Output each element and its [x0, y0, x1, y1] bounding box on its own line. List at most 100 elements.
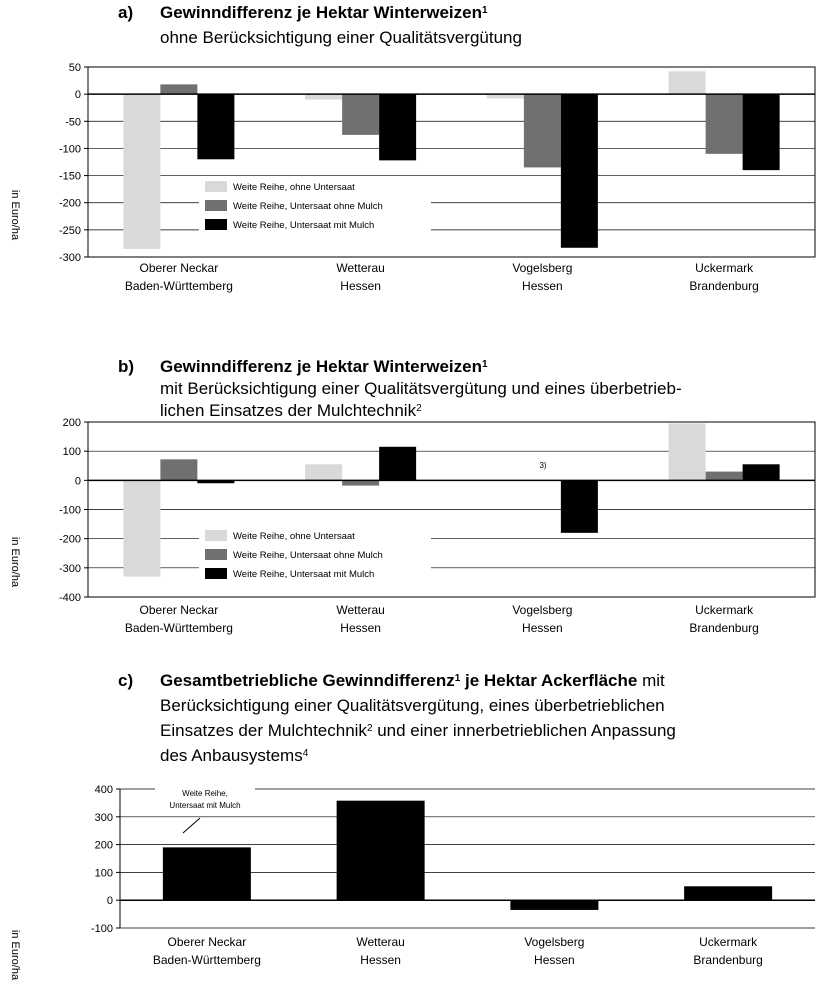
x-tick-label: Hessen	[360, 953, 401, 967]
bar	[342, 94, 380, 135]
x-tick-label: Wetterau	[336, 603, 384, 617]
chart-title-line: Einsatzes der Mulchtechnik2 und einer in…	[160, 721, 676, 740]
x-tick-label: Uckermark	[699, 935, 758, 949]
plot-frame	[87, 66, 816, 258]
title-segment: mit Berücksichtigung einer Qualitätsverg…	[160, 379, 682, 398]
chart-title-line: Berücksichtigung einer Qualitätsvergütun…	[160, 696, 665, 715]
y-tick-label: -300	[59, 252, 81, 264]
bar	[336, 800, 425, 901]
x-tick-label: Hessen	[522, 621, 563, 635]
x-tick-label: Vogelsberg	[512, 603, 572, 617]
bar	[197, 480, 235, 484]
legend-swatch	[205, 568, 227, 579]
bar	[668, 423, 706, 481]
annotation: Untersaat mit Mulch	[169, 801, 240, 810]
x-tick-label: Brandenburg	[693, 953, 762, 967]
y-tick-label: -200	[59, 198, 81, 210]
legend-swatch	[205, 530, 227, 541]
chart-title-line: ohne Berücksichtigung einer Qualitätsver…	[160, 28, 522, 47]
chart-title-line: Gesamtbetriebliche Gewinndifferenz1 je H…	[160, 671, 665, 690]
chart-title-line: Gewinndifferenz je Hektar Winterweizen1	[160, 3, 488, 22]
annotation: Weite Reihe,	[182, 789, 228, 798]
bar	[668, 71, 706, 95]
x-tick-label: Uckermark	[695, 603, 754, 617]
title-segment: des Anbausystems	[160, 746, 303, 765]
plot-frame	[87, 421, 816, 598]
title-segment: je Hektar Ackerfläche	[460, 671, 637, 690]
bar	[160, 84, 198, 95]
bar	[160, 459, 198, 481]
y-tick-label: 0	[75, 89, 81, 101]
legend-swatch	[205, 181, 227, 192]
x-tick-label: Brandenburg	[689, 279, 758, 293]
annotation-leader	[182, 817, 201, 834]
chart-title-line: mit Berücksichtigung einer Qualitätsverg…	[160, 379, 682, 398]
legend-swatch	[205, 549, 227, 560]
x-tick-label: Wetterau	[336, 261, 384, 275]
title-segment: 1	[455, 673, 461, 684]
y-tick-label: -50	[65, 116, 81, 128]
legend-label: Weite Reihe, Untersaat mit Mulch	[233, 569, 374, 580]
y-tick-label: 100	[63, 446, 81, 458]
x-tick-label: Hessen	[522, 279, 563, 293]
title-segment: 1	[482, 359, 488, 370]
y-tick-label: -100	[59, 143, 81, 155]
legend-label: Weite Reihe, Untersaat mit Mulch	[233, 220, 374, 231]
bar	[379, 446, 417, 481]
bar	[560, 94, 598, 248]
bar	[705, 94, 743, 154]
bar	[305, 464, 343, 481]
title-segment: 2	[416, 403, 422, 414]
x-tick-label: Hessen	[340, 621, 381, 635]
x-tick-label: Oberer Neckar	[140, 603, 219, 617]
title-segment: lichen Einsatzes der Mulchtechnik	[160, 401, 417, 420]
title-segment: Einsatzes der Mulchtechnik	[160, 721, 367, 740]
y-tick-label: 200	[63, 417, 81, 429]
title-segment: Gewinndifferenz je Hektar Winterweizen	[160, 357, 482, 376]
chart-label: a)	[118, 3, 133, 22]
y-tick-label: -100	[59, 505, 81, 517]
legend-label: Weite Reihe, ohne Untersaat	[233, 531, 355, 542]
y-axis-label: in Euro/ha	[9, 537, 21, 588]
x-tick-label: Brandenburg	[689, 621, 758, 635]
y-tick-label: 100	[95, 867, 113, 879]
x-tick-label: Vogelsberg	[524, 935, 584, 949]
bar	[123, 94, 161, 249]
y-tick-label: -100	[91, 923, 113, 935]
bar	[197, 94, 235, 160]
x-tick-label: Hessen	[340, 279, 381, 293]
chart-label: b)	[118, 357, 134, 376]
legend-label: Weite Reihe, ohne Untersaat	[233, 182, 355, 193]
x-tick-label: Oberer Neckar	[168, 935, 247, 949]
title-segment: und einer innerbetrieblichen Anpassung	[373, 721, 676, 740]
y-tick-label: -150	[59, 171, 81, 183]
y-tick-label: -250	[59, 225, 81, 237]
x-tick-label: Uckermark	[695, 261, 754, 275]
legend-swatch	[205, 200, 227, 211]
bar	[486, 94, 524, 99]
bar	[684, 886, 773, 901]
x-tick-label: Baden-Württemberg	[125, 279, 233, 293]
y-tick-label: -200	[59, 534, 81, 546]
chart-label: c)	[118, 671, 133, 690]
x-tick-label: Oberer Neckar	[140, 261, 219, 275]
title-segment: 4	[303, 748, 309, 759]
legend-box	[199, 177, 431, 238]
title-segment: Gewinndifferenz je Hektar Winterweizen	[160, 3, 482, 22]
x-tick-label: Vogelsberg	[512, 261, 572, 275]
x-tick-label: Baden-Württemberg	[125, 621, 233, 635]
legend-swatch	[205, 219, 227, 230]
y-tick-label: 0	[75, 475, 81, 487]
y-tick-label: 200	[95, 840, 113, 852]
bar	[705, 471, 743, 481]
y-tick-label: 50	[69, 62, 81, 74]
y-tick-label: -300	[59, 563, 81, 575]
y-tick-label: 300	[95, 812, 113, 824]
bar	[742, 94, 780, 171]
legend-label: Weite Reihe, Untersaat ohne Mulch	[233, 201, 383, 212]
bar	[560, 480, 598, 533]
y-tick-label: -400	[59, 592, 81, 604]
x-tick-label: Hessen	[534, 953, 575, 967]
x-tick-label: Baden-Württemberg	[153, 953, 261, 967]
annotation: 3)	[539, 461, 546, 470]
